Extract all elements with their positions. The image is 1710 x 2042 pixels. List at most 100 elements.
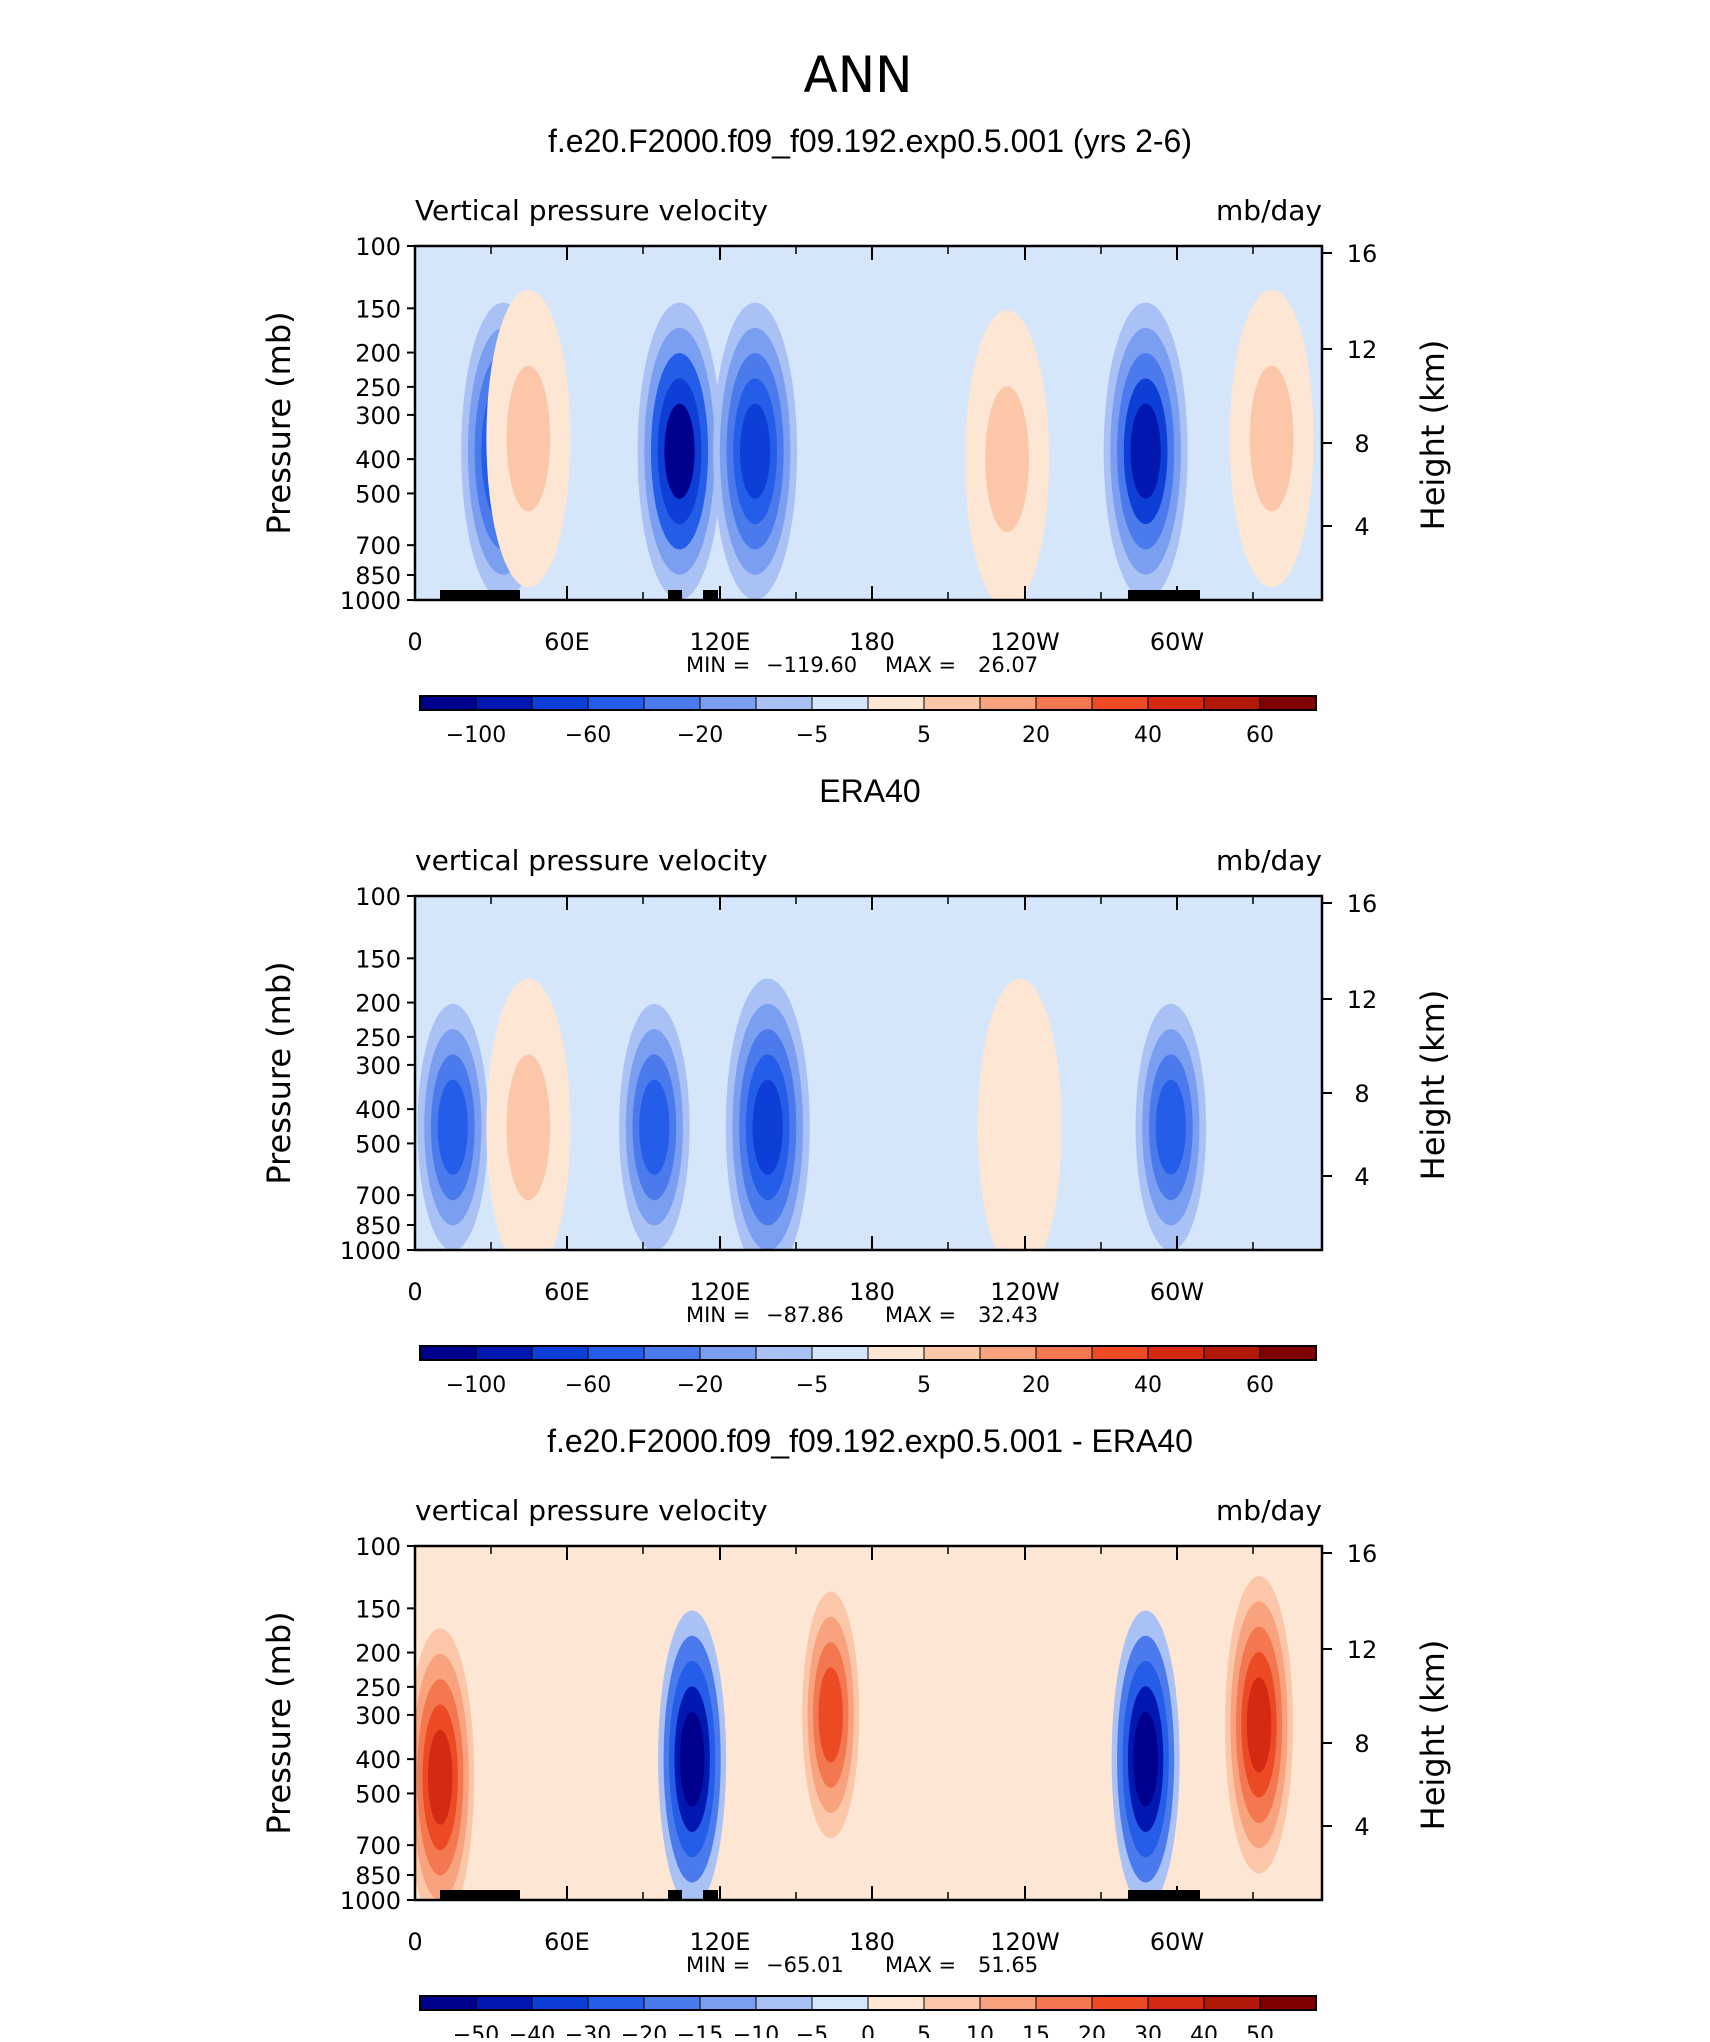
panels: f.e20.F2000.f09_f09.192.exp0.5.001 (yrs … <box>260 123 1452 2042</box>
colorbar-swatch <box>1035 1995 1093 2011</box>
colorbar-label: −40 <box>509 2023 555 2038</box>
colorbar-swatch <box>1203 1345 1261 1361</box>
panel-3: f.e20.F2000.f09_f09.192.exp0.5.001 - ERA… <box>260 1423 1452 2042</box>
colorbar-label: 40 <box>1134 1373 1162 1398</box>
x-tick-label: 60W <box>1150 628 1204 656</box>
colorbar-swatch <box>867 695 925 711</box>
y-tick-label: 1000 <box>340 1887 401 1915</box>
contour-feature <box>1256 391 1287 487</box>
main-title: ANN <box>803 46 912 104</box>
x-tick-label: 180 <box>849 1278 895 1306</box>
colorbar-swatch <box>923 695 981 711</box>
colorbar-label: 60 <box>1246 723 1274 748</box>
colorbar-frame <box>419 1345 1317 1361</box>
colorbar-swatch <box>531 695 589 711</box>
contour-feature <box>639 1079 670 1175</box>
y-tick-label: 700 <box>355 1182 401 1210</box>
x-tick-label: 120W <box>990 1928 1060 1956</box>
y-tick-label: 400 <box>355 1746 401 1774</box>
colorbar-label: −5 <box>796 723 828 748</box>
colorbar-swatch <box>643 1995 701 2011</box>
contour-feature <box>1130 403 1161 499</box>
x-tick-label: 120E <box>690 1928 751 1956</box>
min-value: −65.01 <box>766 1953 844 1977</box>
y-axis-title: Pressure (mb) <box>260 961 298 1184</box>
plot-area <box>415 1546 1322 1900</box>
y-tick-label: 200 <box>355 990 401 1018</box>
colorbar-swatch <box>1035 695 1093 711</box>
panel-1: f.e20.F2000.f09_f09.192.exp0.5.001 (yrs … <box>260 123 1452 748</box>
colorbar-swatch <box>811 1995 869 2011</box>
panel-2: ERA40 vertical pressure velocity mb/day 100… <box>260 773 1452 1398</box>
contour-feature <box>1246 1677 1272 1773</box>
colorbar-swatch <box>699 695 757 711</box>
panel-title: f.e20.F2000.f09_f09.192.exp0.5.001 (yrs … <box>548 123 1192 159</box>
max-value: 51.65 <box>978 1953 1038 1977</box>
colorbar-swatch <box>475 1995 533 2011</box>
x-tick-label: 120E <box>690 628 751 656</box>
colorbar-swatch <box>979 695 1037 711</box>
colorbar-label: 20 <box>1022 1373 1050 1398</box>
colorbar-swatch <box>475 1345 533 1361</box>
y-tick-label: 850 <box>355 1212 401 1240</box>
colorbar-label: −15 <box>677 2023 723 2038</box>
colorbar-label: 60 <box>1246 1373 1274 1398</box>
colorbar-swatch <box>811 1345 869 1361</box>
land-mask <box>1128 590 1200 600</box>
colorbar-label: −10 <box>733 2023 779 2038</box>
colorbar: −100 −60 −20 −5 5 20 40 60 <box>419 1345 1317 1398</box>
colorbar-label: 5 <box>917 723 931 748</box>
colorbar-swatch <box>699 1345 757 1361</box>
x-tick-label: 180 <box>849 1928 895 1956</box>
y-tick-label: 300 <box>355 1702 401 1730</box>
colorbar-label: −20 <box>677 1373 723 1398</box>
x-tick-label: 60W <box>1150 1278 1204 1306</box>
colorbar-swatch <box>1035 1345 1093 1361</box>
plot-area <box>415 896 1322 1250</box>
colorbar-swatch <box>1147 1345 1205 1361</box>
plot-frame <box>413 244 1324 602</box>
y-tick-label: 300 <box>355 1052 401 1080</box>
y-tick-label: 850 <box>355 1862 401 1890</box>
colorbar-swatch <box>699 1995 757 2011</box>
max-label: MAX = <box>885 1953 956 1977</box>
colorbar-label: 10 <box>966 2023 994 2038</box>
y-right-axis-title: Height (km) <box>1414 990 1452 1181</box>
colorbar-swatch <box>867 1995 925 2011</box>
y-tick-label: 150 <box>355 1595 401 1623</box>
min-value: −87.86 <box>766 1303 844 1327</box>
plot-frame <box>413 894 1324 1252</box>
y-tick-label: 700 <box>355 532 401 560</box>
panel-title: f.e20.F2000.f09_f09.192.exp0.5.001 - ERA… <box>547 1423 1193 1459</box>
colorbar-swatch <box>979 1995 1037 2011</box>
colorbar-swatch <box>755 1345 813 1361</box>
colorbar-swatch <box>755 695 813 711</box>
y-tick-label: 400 <box>355 1096 401 1124</box>
x-tick-label: 120W <box>990 628 1060 656</box>
colorbar-swatch <box>1259 1995 1317 2011</box>
colorbar-label: 0 <box>861 2023 875 2038</box>
colorbar-swatch <box>1147 695 1205 711</box>
colorbar-swatch <box>475 695 533 711</box>
plot-frame <box>413 1544 1324 1902</box>
contour-feature <box>740 403 771 499</box>
colorbar-swatch <box>643 695 701 711</box>
land-mask <box>668 1890 682 1900</box>
y-right-tick-label: 12 <box>1347 1636 1378 1664</box>
contour-feature <box>437 1079 468 1175</box>
colorbar-label: 20 <box>1078 2023 1106 2038</box>
units-label: mb/day <box>1216 844 1322 877</box>
colorbar-swatch <box>1091 695 1149 711</box>
max-value: 26.07 <box>978 653 1038 677</box>
colorbar-label: −100 <box>446 1373 506 1398</box>
colorbar-swatch <box>923 1345 981 1361</box>
colorbar-swatch <box>587 1995 645 2011</box>
colorbar-label: −20 <box>677 723 723 748</box>
land-mask <box>703 590 718 600</box>
contour-feature <box>991 411 1023 507</box>
contour-feature <box>513 1079 544 1175</box>
contour-feature <box>1155 1079 1186 1175</box>
y-axis-title: Pressure (mb) <box>260 311 298 534</box>
x-tick-label: 0 <box>407 628 422 656</box>
variable-label: vertical pressure velocity <box>415 1494 768 1527</box>
